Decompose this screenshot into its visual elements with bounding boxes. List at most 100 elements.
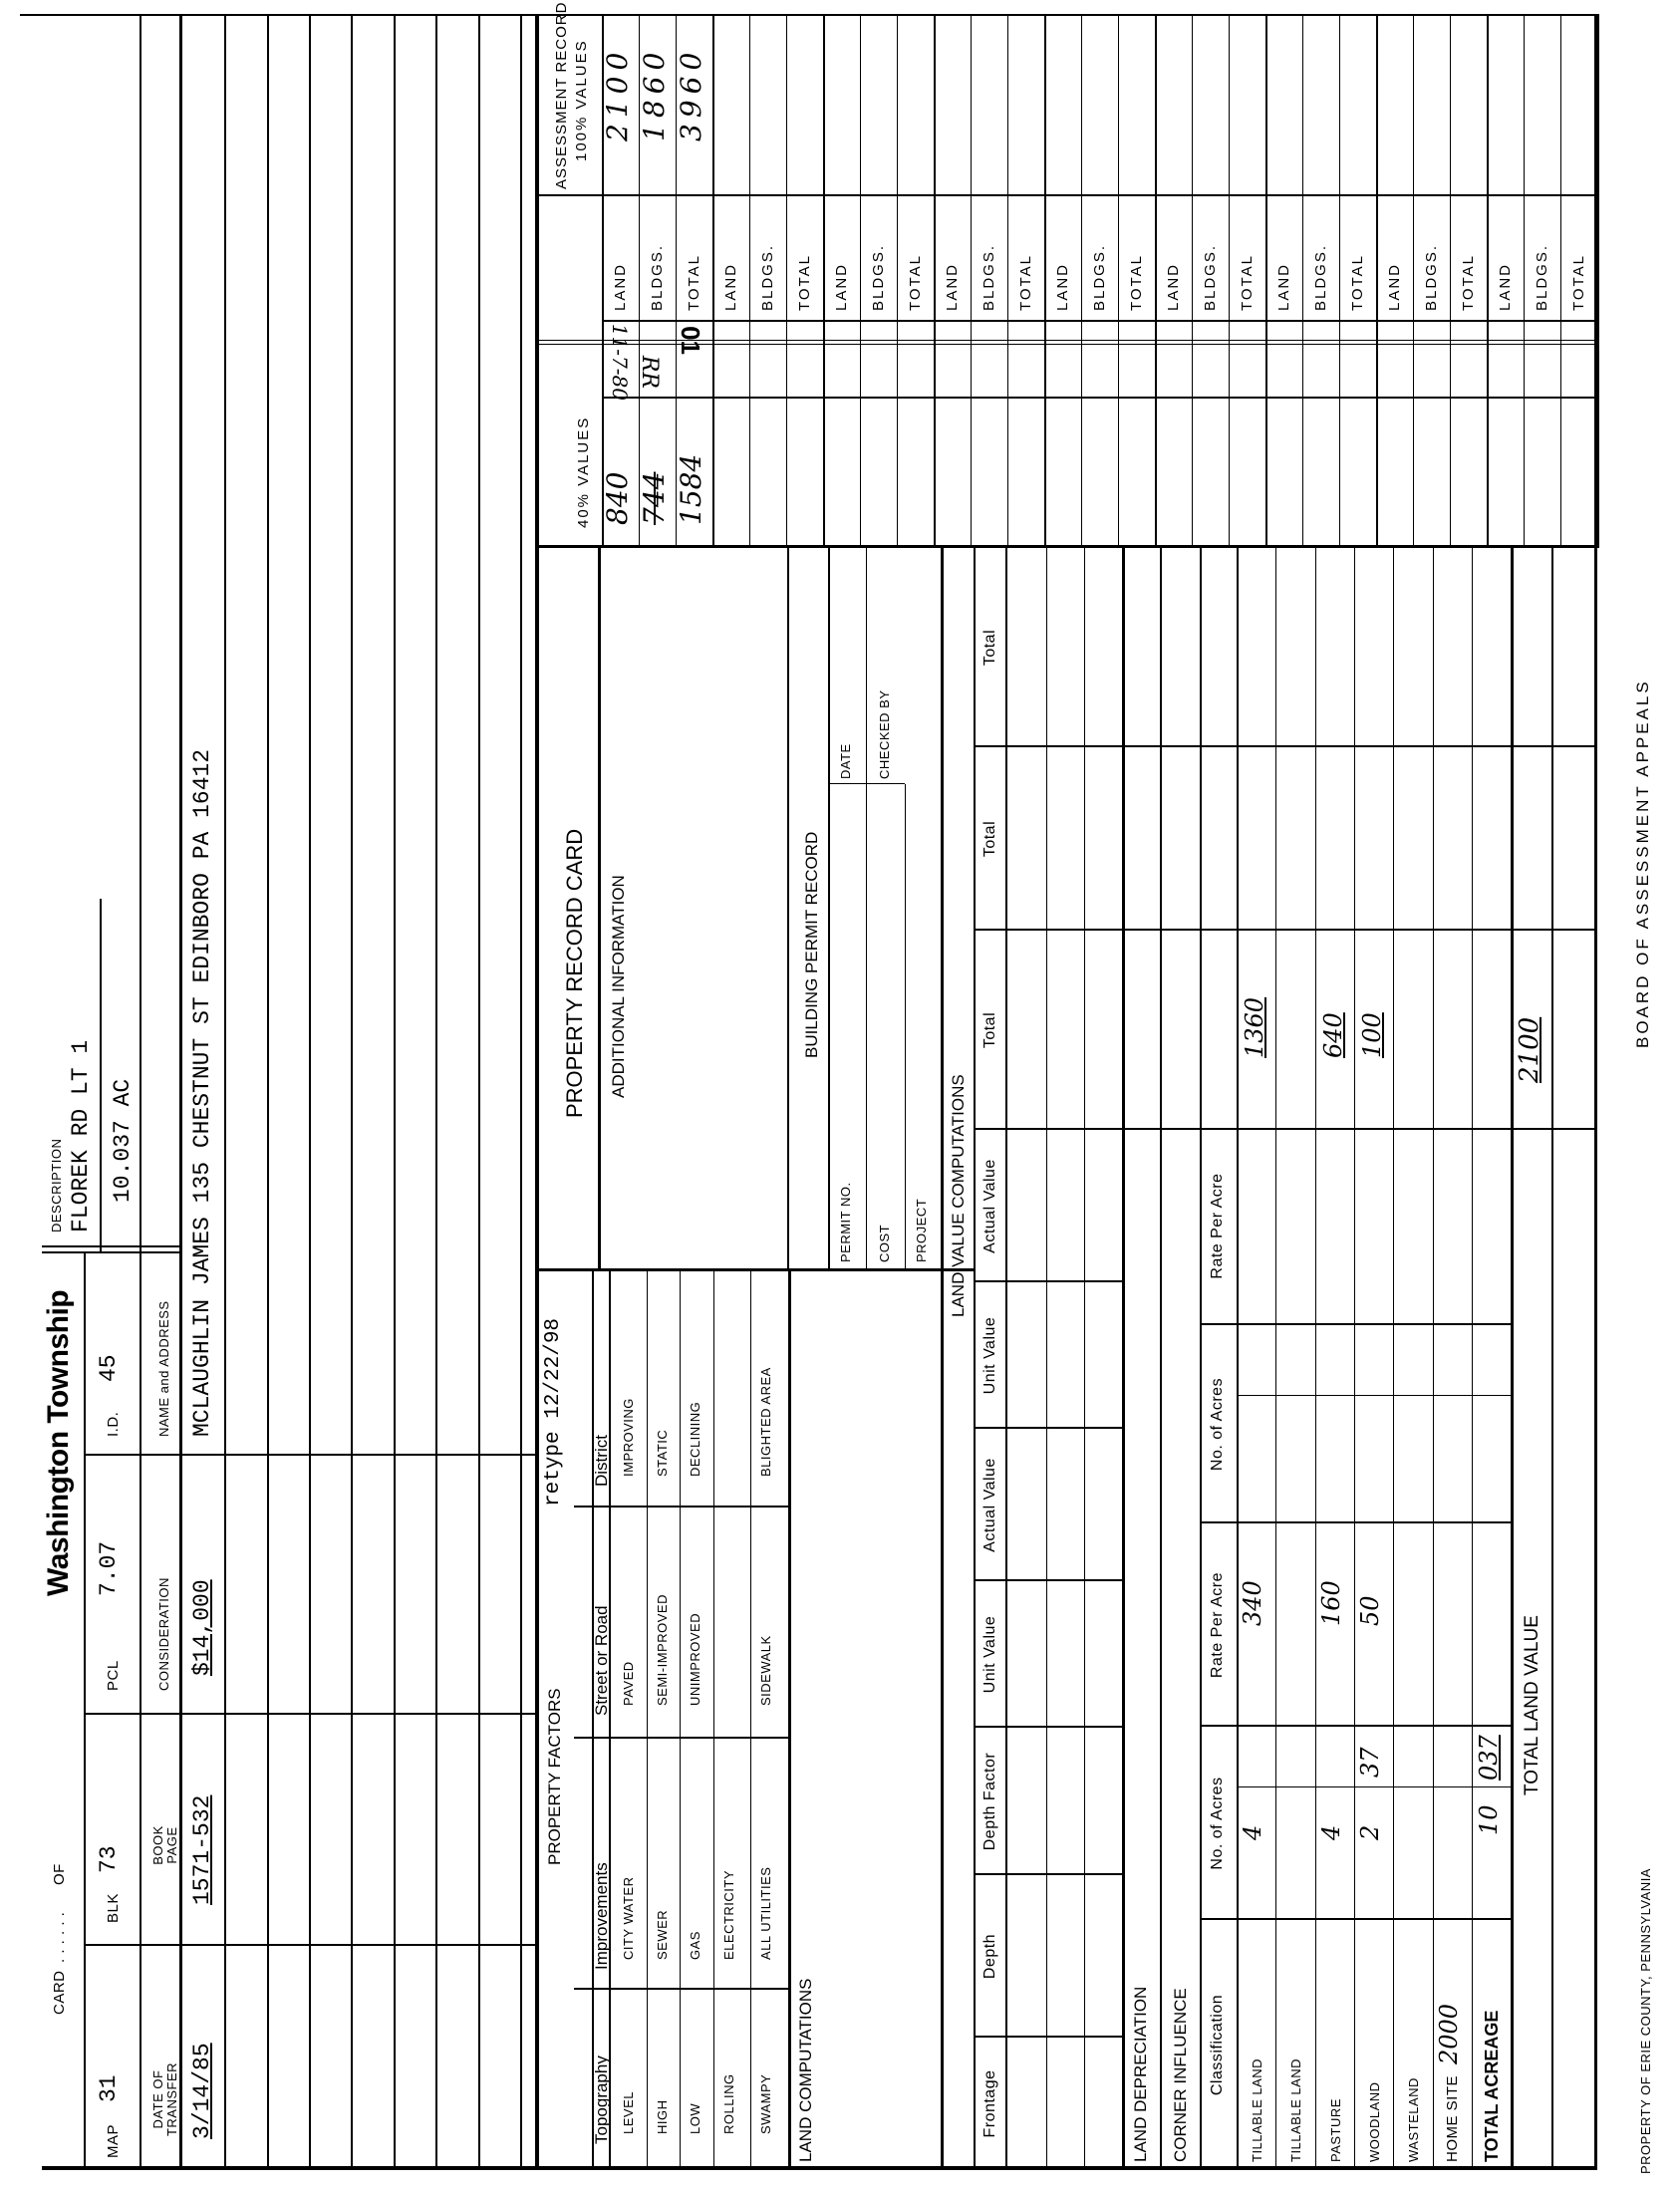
rule-line — [974, 548, 976, 2170]
pf-column-header: Improvements — [592, 1862, 611, 1970]
assessment-row-label: TOTAL — [796, 254, 813, 311]
total-acreage-dec: 037 — [1475, 1735, 1503, 1781]
rule-line — [786, 14, 787, 548]
pf-column-header: Street or Road — [592, 1605, 611, 1716]
board-of-assessment-appeals: BOARD OF ASSESSMENT APPEALS — [1633, 679, 1652, 1048]
rule-line — [539, 545, 1596, 548]
acres-whole: 2 — [1356, 1824, 1384, 1840]
rule-line — [1084, 548, 1085, 2170]
id-value: 45 — [96, 1354, 122, 1382]
assessment-row-label: BLDGS. — [1534, 243, 1550, 311]
pf-option: LOW — [688, 2102, 702, 2134]
forty-percent-value: 744 — [638, 471, 671, 525]
assessment-row-label: BLDGS. — [870, 243, 887, 311]
rule-line — [1005, 548, 1007, 2170]
land-value-column-header: Actual Value — [981, 1458, 998, 1552]
rule-line — [539, 344, 1596, 345]
assessment-row-label: BLDGS. — [649, 243, 666, 311]
rule-line — [84, 1253, 86, 2170]
rule-line — [713, 1271, 714, 2170]
forty-percent-value: 840 — [601, 471, 634, 525]
rule-line — [1160, 548, 1162, 2170]
rule-line — [1376, 14, 1378, 548]
pf-option: DECLINING — [688, 1401, 702, 1477]
land-value-column-header: Actual Value — [981, 1159, 998, 1253]
rule-line — [1265, 14, 1267, 548]
classification-column-header: Rate Per Acre — [1209, 1571, 1226, 1679]
hundred-percent-value: 2100 — [601, 46, 634, 141]
assessment-row-label: TOTAL — [1570, 254, 1587, 311]
rule-line — [787, 548, 789, 1271]
transfer-date: 3/14/85 — [189, 2043, 215, 2139]
rule-line — [435, 14, 437, 2170]
rule-line — [42, 1251, 179, 1253]
blk-label: BLK — [105, 1893, 122, 1923]
acreage-value: 10.037 AC — [110, 1078, 136, 1203]
rule-line — [1524, 14, 1525, 548]
rule-line — [140, 14, 141, 2170]
pcl-value: 7.07 — [96, 1540, 122, 1596]
pf-option: ALL UTILITIES — [758, 1866, 773, 1960]
rule-line — [609, 1271, 611, 2170]
hundred-percent-value: 3960 — [675, 46, 707, 141]
col-consideration: CONSIDERATION — [156, 1577, 171, 1691]
property-of-erie-county: PROPERTY OF ERIE COUNTY, PENNSYLVANIA — [1638, 1868, 1653, 2174]
acres-whole: 4 — [1317, 1824, 1345, 1840]
home-site-value: 2000 — [1435, 2003, 1463, 2064]
assessment-row-label: LAND — [944, 262, 961, 311]
land-depreciation-label: LAND DEPRECIATION — [1131, 1986, 1150, 2162]
rule-line — [1200, 548, 1202, 2170]
corner-influence-label: CORNER INFLUENCE — [1171, 1988, 1190, 2162]
hundred-percent-value: 1860 — [638, 46, 671, 141]
classification-column-header: No. of Acres — [1209, 1777, 1226, 1870]
rule-line — [20, 14, 1596, 16]
rule-line — [1551, 548, 1553, 2170]
rule-line — [1007, 14, 1008, 548]
note-initials: RR — [637, 355, 662, 389]
rule-line — [1192, 14, 1193, 548]
map-label: MAP — [105, 2123, 122, 2158]
total-land-value-label: TOTAL LAND VALUE — [1522, 1615, 1542, 1795]
rule-line — [598, 548, 601, 1271]
pf-column-header: Topography — [592, 2056, 611, 2144]
rule-line — [934, 14, 936, 548]
rule-line — [224, 14, 226, 2170]
pf-option: SIDEWALK — [758, 1635, 773, 1706]
assessment-row-label: BLDGS. — [1312, 243, 1329, 311]
rule-line — [897, 14, 898, 548]
rule-line — [520, 14, 522, 2170]
rule-line — [351, 14, 353, 2170]
rule-line — [574, 1737, 788, 1739]
assessment-row-label: LAND — [1165, 262, 1182, 311]
land-value-column-header: Depth — [981, 1933, 998, 1980]
pf-option: SWAMPY — [758, 2073, 773, 2134]
assessment-row-label: BLDGS. — [759, 243, 776, 311]
rule-line — [1487, 14, 1489, 548]
blk-value: 73 — [96, 1845, 122, 1873]
rule-line — [539, 340, 1596, 341]
rule-line — [828, 548, 830, 1271]
rule-line — [1229, 14, 1230, 548]
pf-option: SEMI-IMPROVED — [655, 1594, 670, 1706]
land-computations-label: LAND COMPUTATIONS — [796, 1978, 815, 2163]
rule-line — [1472, 548, 1473, 2170]
township-title: Washington Township — [42, 1289, 75, 1596]
rule-line — [1560, 14, 1561, 548]
land-total: 1360 — [1241, 996, 1268, 1058]
transfer-name-address: MCLAUGHLIN JAMES 135 CHESTNUT ST EDINBOR… — [189, 748, 215, 1437]
rule-line — [394, 14, 396, 2170]
land-value-column-header: Unit Value — [981, 1316, 998, 1395]
land-value-title: LAND VALUE COMPUTATIONS — [949, 1074, 968, 1317]
rate-per-acre: 160 — [1317, 1580, 1345, 1626]
rule-line — [309, 14, 311, 2170]
rule-line — [574, 1506, 788, 1508]
rule-line — [539, 1268, 974, 1271]
classification-column-header: Classification — [1209, 1994, 1226, 2096]
classification-column-header: No. of Acres — [1209, 1377, 1226, 1472]
land-total: 100 — [1358, 1012, 1386, 1058]
rule-line — [941, 548, 944, 2170]
rule-line — [647, 1271, 648, 2170]
rule-line — [42, 1245, 179, 1247]
assessment-row-label: TOTAL — [1128, 254, 1145, 311]
transfer-consideration: $14,000 — [189, 1579, 215, 1676]
